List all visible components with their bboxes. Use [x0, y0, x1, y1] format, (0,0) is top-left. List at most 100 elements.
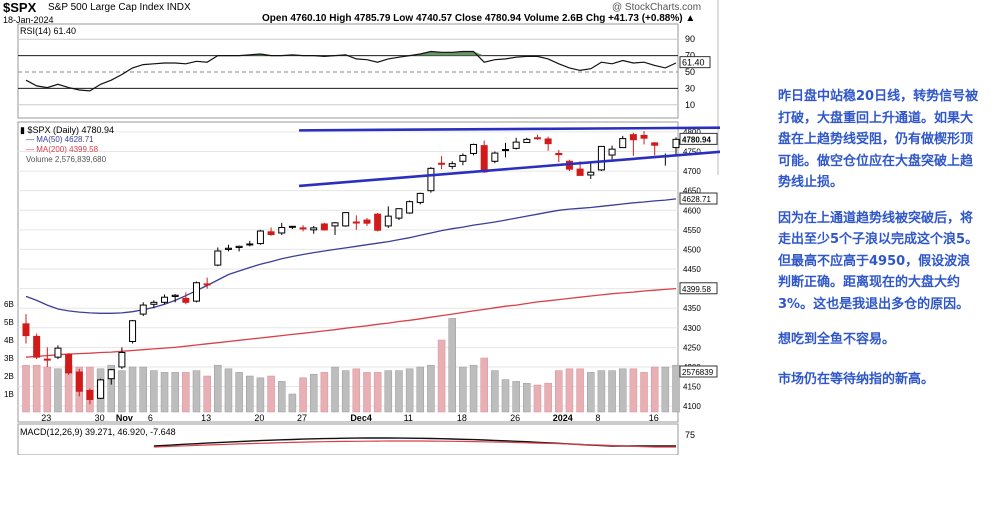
candle-body [544, 138, 552, 145]
candle-body [448, 163, 456, 167]
candle-body [608, 148, 616, 156]
volume-bar [160, 372, 169, 413]
volume-bar [214, 364, 222, 413]
chart-index-name: S&P 500 Large Cap Index INDX [48, 2, 191, 13]
x-axis-label: 20 [254, 413, 264, 423]
volume-tag [679, 365, 718, 378]
candle-body [470, 143, 478, 154]
candle-body [161, 296, 169, 303]
volume-bar [459, 366, 467, 413]
volume-tick-label: 2B [4, 372, 14, 381]
volume-bar [512, 381, 520, 413]
candle-body [672, 138, 680, 149]
volume-bar [427, 364, 435, 413]
volume-bar [491, 370, 499, 413]
candle-body [320, 223, 328, 231]
macd-panel-frame [17, 423, 679, 455]
volume-tick-label: 5B [4, 318, 14, 327]
price-tick-label: 4450 [683, 265, 701, 274]
candle-body [86, 389, 94, 400]
volume-bar [203, 375, 211, 413]
volume-bar [150, 370, 158, 413]
candle-body [246, 243, 254, 246]
volume-bar [341, 370, 350, 413]
note-paragraph-1: 昨日盘中站稳20日线，转势信号被打破，大盘重回上升通道。如果大盘在上趋势线受阻，… [778, 89, 979, 190]
volume-bar [384, 370, 393, 413]
candle-body [427, 167, 435, 192]
price-tick-label: 4800 [683, 128, 701, 137]
candle-body [416, 192, 424, 203]
note-paragraph-4: 市场仍在等待纳指的新高。 [778, 371, 935, 387]
candle-body [267, 231, 275, 236]
candle-body [22, 323, 30, 337]
candle-body [587, 171, 595, 176]
candle-body [192, 282, 200, 302]
candle-body [288, 225, 296, 228]
candle-body [75, 371, 83, 392]
volume-legend: Volume 2,576,839,680 [26, 155, 107, 164]
rsi-label: RSI(14) 61.40 [20, 26, 77, 36]
candle-body [65, 353, 73, 374]
volume-bar [192, 370, 201, 413]
chart-date: 18-Jan-2024 [3, 15, 54, 25]
price-tick-label: 4550 [683, 226, 701, 235]
rsi-value-tag [679, 56, 711, 69]
volume-bar [576, 368, 584, 413]
volume-bar [640, 372, 648, 413]
candle-body [278, 226, 286, 234]
ma200-line [25, 287, 677, 358]
candle-body [384, 215, 392, 227]
candle-body [491, 152, 499, 162]
macd-tick-label: 75 [685, 430, 695, 440]
x-axis-label: 2024 [553, 413, 573, 423]
volume-bar [555, 370, 563, 413]
price-tag-close [679, 132, 718, 145]
candle-body [235, 245, 243, 248]
volume-bar [565, 368, 574, 413]
candle-body [97, 379, 105, 399]
candle-body [502, 149, 510, 152]
candle-body [533, 137, 541, 140]
volume-bar [650, 366, 659, 413]
rsi-tick-label: 90 [685, 34, 695, 44]
candle-body [107, 369, 115, 380]
macd-signal-line [153, 440, 676, 448]
chart-canvas: 90 70 50 30 10 61.40 4800 4750 4700 4650 4600 4550 4… [4, 0, 720, 455]
rsi-tick-label: 10 [685, 100, 695, 110]
price-tag-label-ma200: 4399.58 [682, 285, 711, 294]
volume-bar [448, 318, 456, 413]
candle-body [139, 304, 147, 315]
volume-bar [469, 364, 478, 413]
volume-bar [235, 372, 243, 413]
candle-body [54, 347, 62, 358]
price-tick-label: 4150 [683, 383, 701, 392]
volume-bar [54, 368, 62, 413]
candle-body [331, 222, 339, 227]
candle-body [214, 250, 222, 266]
x-axis-label: 11 [404, 413, 413, 423]
candle-body [555, 152, 563, 156]
volume-tick-label: 1B [4, 390, 14, 399]
volume-bar [523, 382, 531, 413]
volume-bar [352, 368, 361, 413]
price-tag-label-close: 4780.94 [682, 135, 711, 144]
volume-bar [618, 368, 627, 413]
ma200-legend: — MA(200) 4399.58 [26, 145, 99, 154]
candle-body [619, 138, 627, 149]
volume-bar [501, 379, 510, 413]
ma50-legend: — MA(50) 4628.71 [26, 135, 94, 144]
volume-bar [416, 366, 425, 413]
candle-body [118, 351, 126, 368]
candle-body [43, 358, 51, 361]
price-tick-label: 4100 [683, 402, 701, 411]
price-tick-label: 4300 [683, 324, 701, 333]
volume-bar [405, 368, 414, 413]
rsi-tick-label: 70 [685, 51, 695, 61]
x-axis-label: 8 [595, 413, 600, 423]
volume-bar [309, 373, 318, 413]
series-legend: ▮ $SPX (Daily) 4780.94 [20, 125, 114, 135]
candle-body [150, 301, 158, 305]
price-tick-label: 4600 [683, 206, 701, 215]
volume-bar [597, 370, 606, 413]
x-axis-label: 27 [297, 413, 307, 423]
